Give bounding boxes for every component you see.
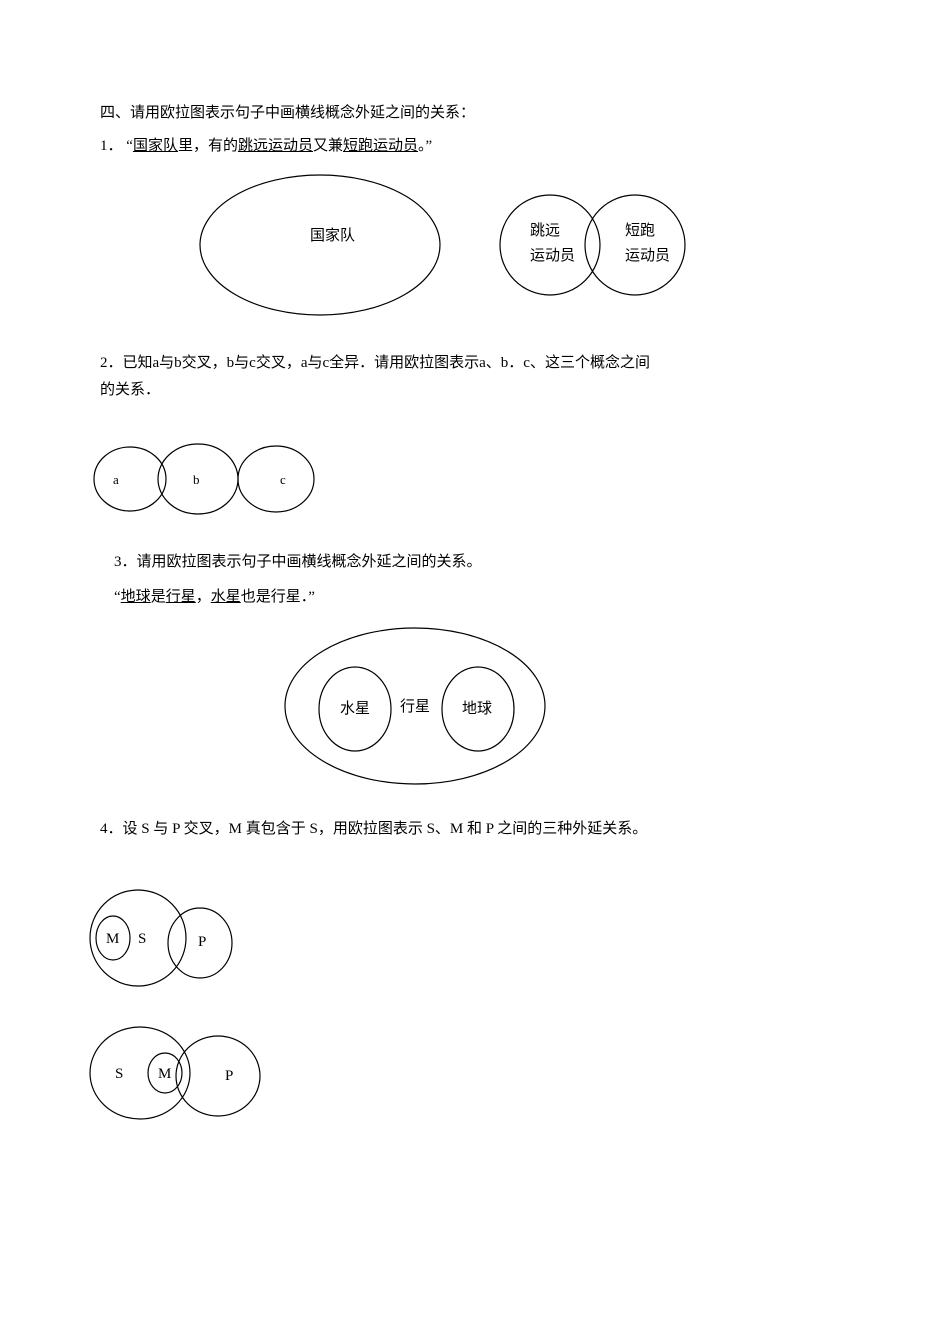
q2-circle-a — [94, 447, 166, 511]
q3-quote-open: “ — [114, 589, 121, 605]
q3-text: 请用欧拉图表示句子中画横线概念外延之间的关系。 — [137, 554, 482, 570]
q3-diagram: 行星 水星 地球 — [240, 621, 845, 796]
q3-label-mercury: 水星 — [340, 700, 370, 717]
q2-label-a: a — [113, 472, 119, 487]
q4-diagram-2: S M P — [80, 1018, 845, 1133]
q2-circle-c — [238, 446, 314, 512]
q2-number: 2． — [100, 355, 123, 371]
q3-label-earth: 地球 — [462, 700, 492, 717]
q1-ellipse-national — [200, 175, 440, 315]
q3-mid-3: 也是行星．” — [241, 589, 315, 605]
q3-term-1: 地球 — [121, 589, 151, 605]
q1-diagram: 国家队 跳远 运动员 短跑 运动员 — [160, 170, 845, 330]
question-3-sentence: “地球是行星，水星也是行星．” — [114, 584, 845, 611]
q1-term-2: 跳远运动员 — [238, 138, 313, 154]
q1-text-1: 里，有的 — [178, 138, 238, 154]
q3-term-2: 行星 — [166, 589, 196, 605]
q4d1-label-m: M — [106, 931, 119, 947]
q4-svg-1: S M P — [80, 883, 260, 998]
q2-line1: 已知a与b交叉，b与c交叉，a与c全异．请用欧拉图表示a、b．c、这三个概念之间 — [123, 355, 650, 371]
q3-mid-1: 是 — [151, 589, 166, 605]
q1-term-3: 短跑运动员 — [343, 138, 418, 154]
question-2: 2．已知a与b交叉，b与c交叉，a与c全异．请用欧拉图表示a、b．c、这三个概念… — [100, 350, 845, 404]
q1-label-sprint-1: 短跑 — [625, 222, 655, 239]
q4d2-label-s: S — [115, 1066, 123, 1082]
q1-number: 1． — [100, 138, 123, 154]
q1-text-3: 。” — [418, 138, 432, 154]
q1-label-longjump-2: 运动员 — [530, 247, 575, 264]
q4d2-label-p: P — [225, 1068, 233, 1084]
q4-number: 4． — [100, 821, 123, 837]
section-header: 四、请用欧拉图表示句子中画横线概念外延之间的关系： — [100, 100, 845, 127]
q2-diagram: a b c — [80, 434, 845, 529]
q1-svg: 国家队 跳远 运动员 短跑 运动员 — [160, 170, 720, 330]
q4d2-label-m: M — [158, 1066, 171, 1082]
q1-label-sprint-2: 运动员 — [625, 247, 670, 264]
q1-label-longjump-1: 跳远 — [530, 222, 560, 239]
q1-term-1: 国家队 — [133, 138, 178, 154]
q4d1-label-p: P — [198, 934, 206, 950]
q2-line2: 的关系． — [100, 377, 845, 404]
q3-term-3: 水星 — [211, 589, 241, 605]
question-1: 1． “国家队里，有的跳远运动员又兼短跑运动员。” — [100, 133, 845, 160]
document-page: 四、请用欧拉图表示句子中画横线概念外延之间的关系： 1． “国家队里，有的跳远运… — [0, 0, 945, 1213]
q1-quote-open: “ — [126, 138, 133, 154]
q2-label-c: c — [280, 472, 286, 487]
q4d2-circle-p — [176, 1036, 260, 1116]
question-4: 4．设 S 与 P 交叉，M 真包含于 S，用欧拉图表示 S、M 和 P 之间的… — [100, 816, 845, 843]
q2-label-b: b — [193, 472, 200, 487]
q3-mid-2: ， — [196, 589, 211, 605]
q2-svg: a b c — [80, 434, 340, 529]
question-3: 3．请用欧拉图表示句子中画横线概念外延之间的关系。 — [114, 549, 845, 576]
q4d2-circle-s — [90, 1027, 190, 1119]
q3-number: 3． — [114, 554, 137, 570]
q1-text-2: 又兼 — [313, 138, 343, 154]
q3-svg: 行星 水星 地球 — [240, 621, 600, 796]
q1-label-national: 国家队 — [310, 227, 355, 244]
q3-label-planet: 行星 — [400, 698, 430, 715]
q4d1-label-s: S — [138, 931, 146, 947]
q4-diagram-1: S M P — [80, 883, 845, 998]
q4-svg-2: S M P — [80, 1018, 280, 1133]
q4-text: 设 S 与 P 交叉，M 真包含于 S，用欧拉图表示 S、M 和 P 之间的三种… — [123, 821, 648, 837]
